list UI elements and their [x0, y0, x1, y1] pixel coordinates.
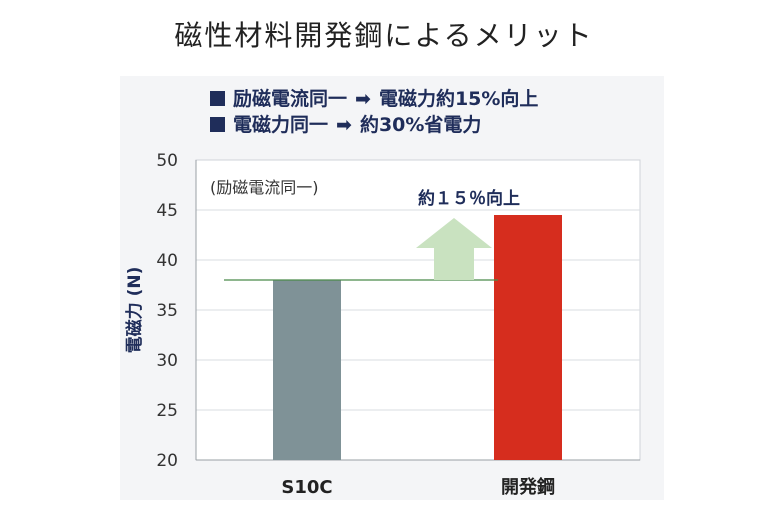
right-arrow-icon: ➡ — [355, 88, 371, 110]
improvement-label: 約１５％向上 — [418, 188, 520, 209]
y-tick-label: 40 — [156, 251, 178, 271]
bullet-result: 電磁力約15%向上 — [378, 88, 539, 110]
right-arrow-icon: ➡ — [336, 114, 352, 136]
bar-new-steel — [494, 215, 562, 460]
y-tick-label: 25 — [156, 401, 178, 421]
bullet-list: 励磁電流同一 ➡ 電磁力約15%向上 電磁力同一 ➡ 約30%省電力 — [210, 86, 538, 138]
bullet-result: 約30%省電力 — [359, 114, 482, 136]
up-arrow-icon — [416, 218, 492, 280]
bullet-item-force: 電磁力同一 ➡ 約30%省電力 — [210, 112, 538, 138]
y-tick-label: 50 — [156, 151, 178, 171]
bar-s10c — [273, 280, 341, 460]
x-tick-label: S10C — [281, 477, 332, 498]
y-axis-label: 電磁力 (N) — [124, 267, 145, 354]
square-bullet-icon — [210, 91, 225, 106]
bullet-condition: 電磁力同一 — [233, 114, 329, 136]
bullet-item-current: 励磁電流同一 ➡ 電磁力約15%向上 — [210, 86, 538, 112]
bullet-condition: 励磁電流同一 — [233, 88, 348, 110]
square-bullet-icon — [210, 117, 225, 132]
y-tick-label: 45 — [156, 201, 178, 221]
y-tick-label: 35 — [156, 301, 178, 321]
y-tick-label: 30 — [156, 351, 178, 371]
y-tick-label: 20 — [156, 451, 178, 471]
condition-label: (励磁電流同一) — [210, 178, 319, 197]
chart-title: 磁性材料開発鋼によるメリット — [174, 19, 594, 52]
x-tick-label: 開発鋼 — [501, 476, 555, 498]
